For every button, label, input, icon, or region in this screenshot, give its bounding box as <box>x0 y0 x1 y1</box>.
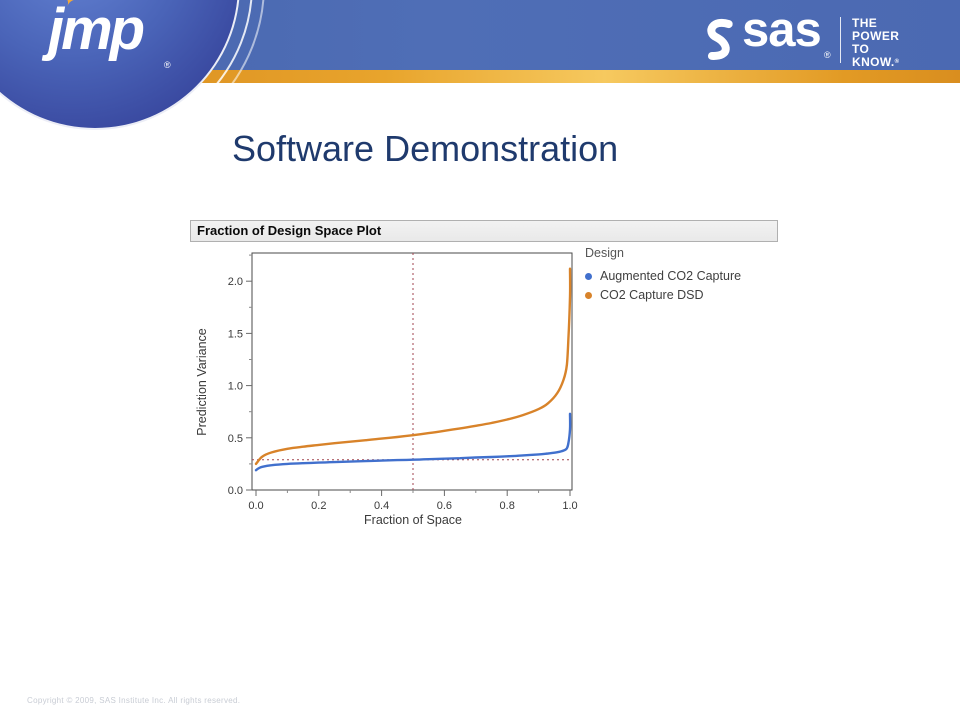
slide-title: Software Demonstration <box>232 128 619 169</box>
fds-chart: 0.0 0.2 0.4 0.6 0.8 1.0 0.0 0.5 1.0 1.5 2.0 Predic… <box>190 243 790 543</box>
sas-swirl-icon <box>707 18 733 60</box>
tagline-line: THE <box>852 16 878 30</box>
tagline-line-text: TO KNOW. <box>852 42 895 69</box>
x-tick-label: 1.0 <box>562 500 577 512</box>
footer-copyright: Copyright © 2009, SAS Institute Inc. All… <box>27 696 241 705</box>
legend-label: CO2 Capture DSD <box>600 288 704 302</box>
y-axis-title: Prediction Variance <box>195 328 209 436</box>
fds-chart-svg: 0.0 0.2 0.4 0.6 0.8 1.0 0.0 0.5 1.0 1.5 2.0 <box>228 252 578 512</box>
x-tick-label: 0.6 <box>437 500 452 512</box>
legend-item: CO2 Capture DSD <box>585 288 741 302</box>
tagline-registered-mark: ® <box>894 59 900 65</box>
tagline-line: TO KNOW.® <box>852 43 900 69</box>
sas-tagline: THE POWER TO KNOW.® <box>852 17 900 69</box>
panel-header: Fraction of Design Space Plot <box>190 220 778 242</box>
tagline-line: POWER <box>852 29 900 43</box>
legend-title: Design <box>585 246 624 260</box>
x-tick-label: 0.2 <box>311 500 326 512</box>
plot-frame <box>251 252 573 491</box>
sas-logo-text: sas <box>742 3 822 57</box>
x-tick-label: 0.8 <box>500 500 515 512</box>
legend-dot-augmented <box>585 272 592 280</box>
jmp-logo-text: jmp <box>48 0 145 62</box>
y-tick-label: 0.5 <box>228 433 243 445</box>
y-tick-label: 2.0 <box>228 276 243 288</box>
jmp-registered-mark: ® <box>164 60 171 70</box>
legend-label: Augmented CO2 Capture <box>600 269 742 283</box>
legend-item: Augmented CO2 Capture <box>585 269 741 283</box>
y-tick-label: 1.5 <box>228 328 243 340</box>
legend-dot-dsd <box>585 291 592 299</box>
sas-logo-divider <box>840 17 841 63</box>
x-tick-label: 0.0 <box>248 500 263 512</box>
x-axis-title: Fraction of Space <box>364 513 462 527</box>
panel-title: Fraction of Design Space Plot <box>197 223 382 238</box>
chart-legend: Design Augmented CO2 Capture CO2 Capture… <box>585 246 741 307</box>
y-tick-label: 0.0 <box>228 485 243 497</box>
curve-dsd <box>254 267 572 466</box>
x-tick-label: 0.4 <box>374 500 389 512</box>
y-tick-label: 1.0 <box>228 381 243 393</box>
sas-registered-mark: ® <box>824 50 831 60</box>
curve-augmented <box>254 412 572 472</box>
